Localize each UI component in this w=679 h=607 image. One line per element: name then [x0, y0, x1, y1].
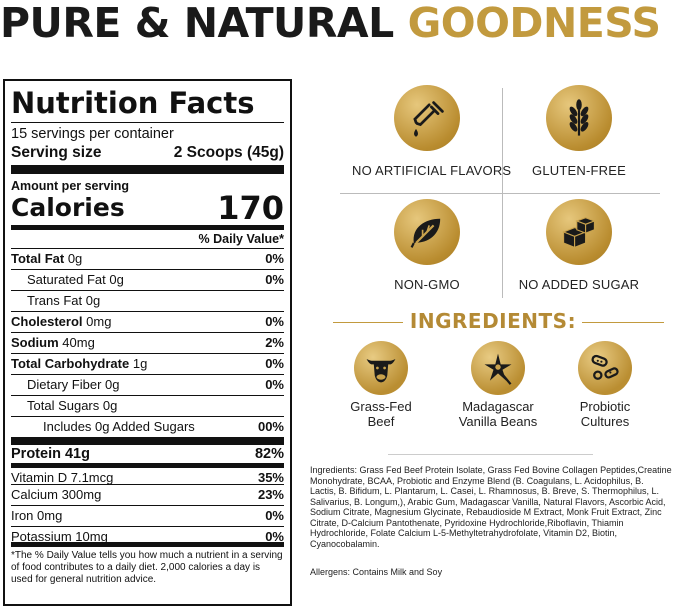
dropper-icon [394, 85, 460, 151]
nutrient-row-total-carbohydrate: Total Carbohydrate 1g 0% [11, 353, 284, 374]
nutrient-row-saturated-fat: Saturated Fat 0g 0% [11, 269, 284, 290]
badge-label: NON-GMO [394, 277, 460, 292]
ingredients-list: Ingredients: Grass Fed Beef Protein Isol… [310, 465, 672, 549]
headline-dark: PURE & NATURAL [0, 0, 394, 47]
vanilla-flower-icon [471, 341, 525, 395]
ingredient-label-line2: Cultures [580, 414, 630, 429]
headline: PURE & NATURAL GOODNESS [0, 0, 679, 50]
cow-icon [354, 341, 408, 395]
badge-label: NO ADDED SUGAR [518, 277, 640, 292]
leaves-icon [394, 199, 460, 265]
badge-label: GLUTEN-FREE [532, 163, 626, 178]
nutrient-row-total-fat: Total Fat 0g 0% [11, 248, 284, 269]
ingredient-madagascar-vanilla: Madagascar Vanilla Beans [443, 341, 553, 429]
ingredient-label-line2: Vanilla Beans [458, 414, 538, 429]
serving-size: Serving size 2 Scoops (45g) [11, 143, 284, 162]
nutrient-row-trans-fat: Trans Fat 0g [11, 290, 284, 311]
headline-gold: GOODNESS [407, 0, 661, 47]
nutrient-row-cholesterol: Cholesterol 0mg 0% [11, 311, 284, 332]
nutrient-row-protein: Protein 41g 82% [11, 437, 284, 463]
sugar-cubes-icon [546, 199, 612, 265]
ingredient-label-line2: Beef [367, 414, 395, 429]
nutrient-row-added-sugars: Includes 0g Added Sugars 00% [11, 416, 284, 437]
daily-value-footnote: *The % Daily Value tells you how much a … [11, 550, 283, 585]
serving-size-label: Serving size [11, 144, 102, 161]
wheat-icon [546, 85, 612, 151]
calories-row: Calories 170 [11, 189, 284, 227]
ingredient-label-line1: Probiotic [579, 399, 631, 414]
badge-no-artificial-flavors: NO ARTIFICIAL FLAVORS [352, 85, 512, 178]
badge-no-added-sugar: NO ADDED SUGAR [504, 199, 654, 292]
nutrient-row-vitamin-d: Vitamin D 7.1mcg 35% [11, 463, 284, 485]
servings-per-container: 15 servings per container [11, 126, 174, 142]
nutrition-facts-panel: Nutrition Facts 15 servings per containe… [3, 79, 292, 606]
nutrient-row-iron: Iron 0mg 0% [11, 505, 284, 526]
ingredient-probiotic-cultures: Probiotic Cultures [555, 341, 655, 429]
nutrient-row-potassium: Potassium 10mg 0% [11, 526, 284, 547]
allergens-statement: Allergens: Contains Milk and Soy [310, 567, 443, 577]
ingredient-label-line1: Grass-Fed [350, 399, 412, 414]
nutrient-row-sodium: Sodium 40mg 2% [11, 332, 284, 353]
nutrient-row-total-sugars: Total Sugars 0g [11, 395, 284, 416]
nutrition-title: Nutrition Facts [11, 86, 255, 120]
calories-label: Calories [11, 193, 125, 222]
serving-size-value: 2 Scoops (45g) [173, 144, 284, 161]
nutrient-row-dietary-fiber: Dietary Fiber 0g 0% [11, 374, 284, 395]
ingredient-grass-fed-beef: Grass-Fed Beef [331, 341, 431, 429]
bacteria-icon [578, 341, 632, 395]
daily-value-header: % Daily Value* [198, 232, 284, 246]
badge-non-gmo: NON-GMO [352, 199, 502, 292]
badge-label: NO ARTIFICIAL FLAVORS [352, 163, 512, 178]
ingredients-heading: INGREDIENTS: [409, 309, 577, 333]
nutrient-row-calcium: Calcium 300mg 23% [11, 484, 284, 505]
amount-per-serving: Amount per serving [11, 179, 130, 193]
ingredient-label-line1: Madagascar [462, 399, 534, 414]
calories-value: 170 [217, 189, 284, 227]
badge-gluten-free: GLUTEN-FREE [504, 85, 654, 178]
